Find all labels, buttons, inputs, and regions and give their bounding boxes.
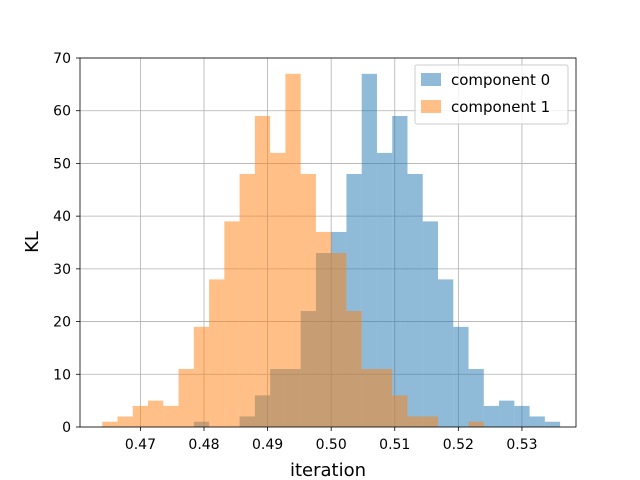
histogram-bar bbox=[468, 369, 484, 427]
histogram-bar bbox=[438, 279, 454, 427]
histogram-bar bbox=[178, 369, 194, 427]
x-tick-label: 0.52 bbox=[443, 437, 474, 453]
histogram-bar bbox=[331, 253, 347, 427]
series-1-bars bbox=[102, 73, 484, 428]
histogram-bar bbox=[361, 369, 377, 427]
histogram-bar bbox=[239, 173, 255, 427]
histogram-bar bbox=[499, 400, 515, 427]
histogram-bar bbox=[285, 73, 301, 428]
y-tick-label: 20 bbox=[53, 315, 71, 331]
y-tick-label: 70 bbox=[53, 51, 71, 67]
x-axis-label: iteration bbox=[290, 460, 366, 480]
histogram-bar bbox=[193, 326, 210, 427]
histogram-bar bbox=[209, 279, 225, 427]
histogram-bars bbox=[102, 73, 561, 428]
histogram-bar bbox=[224, 221, 240, 427]
histogram-bar bbox=[483, 405, 500, 427]
histogram-bar bbox=[407, 173, 423, 427]
y-tick-label: 0 bbox=[62, 420, 71, 436]
histogram-bar bbox=[376, 152, 393, 427]
y-tick-label: 10 bbox=[53, 367, 71, 383]
histogram-bar bbox=[376, 369, 393, 427]
legend-swatch-component-0 bbox=[421, 73, 441, 86]
x-tick-label: 0.48 bbox=[188, 437, 219, 453]
histogram-bar bbox=[529, 416, 545, 427]
plot-frame bbox=[79, 57, 577, 428]
histogram-bar bbox=[468, 421, 484, 427]
histogram-bar bbox=[315, 231, 332, 427]
histogram-bar bbox=[361, 73, 377, 428]
histogram-bar bbox=[392, 115, 408, 427]
histogram-bar bbox=[270, 152, 286, 427]
histogram-bar bbox=[514, 405, 530, 427]
y-axis-ticks: 0 10 20 30 40 50 60 70 bbox=[53, 51, 80, 436]
x-tick-label: 0.47 bbox=[125, 437, 156, 453]
y-tick-label: 30 bbox=[53, 262, 71, 278]
x-tick-label: 0.49 bbox=[252, 437, 283, 453]
x-tick-label: 0.51 bbox=[379, 437, 410, 453]
y-tick-label: 50 bbox=[53, 156, 71, 172]
legend: component 0 component 1 bbox=[414, 64, 569, 125]
legend-label-component-0: component 0 bbox=[451, 71, 550, 89]
legend-label-component-1: component 1 bbox=[451, 98, 550, 116]
histogram-bar bbox=[132, 405, 149, 427]
histogram-bar bbox=[544, 421, 561, 427]
histogram-bar bbox=[407, 416, 423, 427]
legend-frame bbox=[414, 64, 569, 125]
histogram-bar bbox=[102, 421, 118, 427]
histogram-bar bbox=[422, 221, 439, 427]
histogram-bar bbox=[422, 416, 439, 427]
histogram-bar bbox=[392, 395, 408, 427]
y-tick-label: 40 bbox=[53, 209, 71, 225]
x-tick-label: 0.50 bbox=[316, 437, 347, 453]
histogram-bar bbox=[148, 400, 164, 427]
histogram-bar bbox=[254, 115, 271, 427]
histogram-bar bbox=[346, 311, 362, 427]
histogram-bar bbox=[453, 326, 469, 427]
y-tick-label: 60 bbox=[53, 104, 71, 120]
histogram-bar bbox=[117, 416, 133, 427]
histogram-bar bbox=[163, 405, 179, 427]
x-axis-ticks: 0.47 0.48 0.49 0.50 0.51 0.52 0.53 bbox=[125, 427, 538, 453]
histogram-bar bbox=[300, 173, 316, 427]
legend-swatch-component-1 bbox=[421, 100, 441, 113]
y-axis-label: KL bbox=[22, 231, 43, 253]
x-tick-label: 0.53 bbox=[506, 437, 537, 453]
